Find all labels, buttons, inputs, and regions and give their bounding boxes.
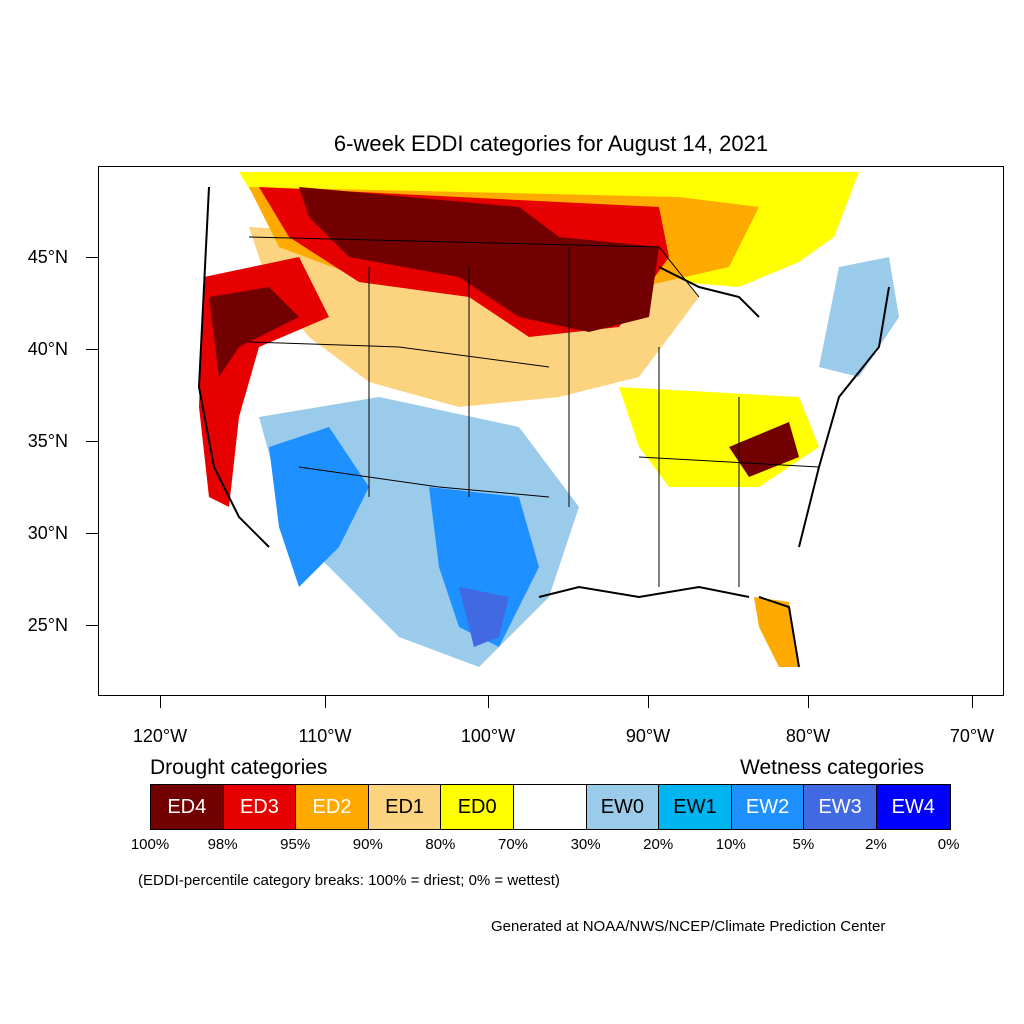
legend-cell-ed0: ED0 xyxy=(441,785,514,829)
lat-tick xyxy=(86,441,98,442)
state-boundaries xyxy=(248,236,820,587)
wetness-heading: Wetness categories xyxy=(740,756,925,779)
legend-break-label: 5% xyxy=(792,836,815,853)
lat-label-40: 40°N xyxy=(27,339,68,359)
legend-break-label: 10% xyxy=(715,836,746,853)
legend-cell-ew0: EW0 xyxy=(586,785,660,829)
region-ew2-southwest xyxy=(269,427,369,587)
map-title: 6-week EDDI categories for August 14, 20… xyxy=(333,131,769,156)
region-ed4-west-coast xyxy=(209,287,299,377)
lon-label-120w: 120°W xyxy=(132,726,188,746)
legend-break-label: 70% xyxy=(497,836,529,853)
lon-tick xyxy=(648,696,649,708)
lon-label-110w: 110°W xyxy=(298,726,352,746)
lon-label-90w: 90°W xyxy=(625,726,671,746)
lat-tick xyxy=(86,349,98,350)
legend-cell-ed4: ED4 xyxy=(151,785,224,829)
region-ed2-florida xyxy=(754,597,799,667)
legend-break-label: 100% xyxy=(130,836,170,853)
region-ew0-northeast xyxy=(819,257,899,377)
legend-cell-ed2: ED2 xyxy=(296,785,369,829)
legend-note: (EDDI-percentile category breaks: 100% =… xyxy=(138,872,560,889)
legend-break-label: 20% xyxy=(643,836,674,853)
lat-tick xyxy=(86,257,98,258)
legend-bar: ED4 ED3 ED2 ED1 ED0 EW0 EW1 EW2 EW3 EW4 xyxy=(150,784,951,830)
eddi-map-canvas xyxy=(197,172,899,668)
credit-line: Generated at NOAA/NWS/NCEP/Climate Predi… xyxy=(491,918,886,935)
lon-tick xyxy=(808,696,809,708)
eddi-map xyxy=(98,166,1004,696)
lon-label-70w: 70°W xyxy=(949,726,995,746)
region-ew2-texas xyxy=(429,487,539,647)
lat-tick xyxy=(86,625,98,626)
lon-tick xyxy=(325,696,326,708)
legend-cell-ed3: ED3 xyxy=(223,785,297,829)
lat-label-25: 25°N xyxy=(27,615,68,635)
legend-break-label: 98% xyxy=(207,836,238,853)
region-ew3-texas xyxy=(459,587,509,647)
legend-break-label: 2% xyxy=(865,836,887,853)
lat-tick xyxy=(86,533,98,534)
legend-break-label: 30% xyxy=(570,836,601,853)
lon-label-100w: 100°W xyxy=(460,726,516,746)
legend-break-label: 0% xyxy=(937,836,960,853)
lat-label-30: 30°N xyxy=(27,523,68,543)
lon-tick xyxy=(972,696,973,708)
legend-break-label: 95% xyxy=(280,836,311,853)
legend-cell-ew3: EW3 xyxy=(804,785,877,829)
lon-tick xyxy=(488,696,489,708)
drought-heading: Drought categories xyxy=(150,756,328,779)
legend-break-label: 80% xyxy=(425,836,456,853)
lat-label-45: 45°N xyxy=(27,247,68,267)
legend-cell-normal xyxy=(513,785,587,829)
lat-label-35: 35°N xyxy=(27,431,68,451)
coastlines xyxy=(197,186,890,668)
legend-cell-ew1: EW1 xyxy=(659,785,732,829)
legend-cell-ed1: ED1 xyxy=(368,785,442,829)
legend-break-label: 90% xyxy=(352,836,383,853)
lon-label-80w: 80°W xyxy=(785,726,831,746)
legend-cell-ew4: EW4 xyxy=(876,785,950,829)
lon-tick xyxy=(160,696,161,708)
legend-cell-ew2: EW2 xyxy=(731,785,805,829)
